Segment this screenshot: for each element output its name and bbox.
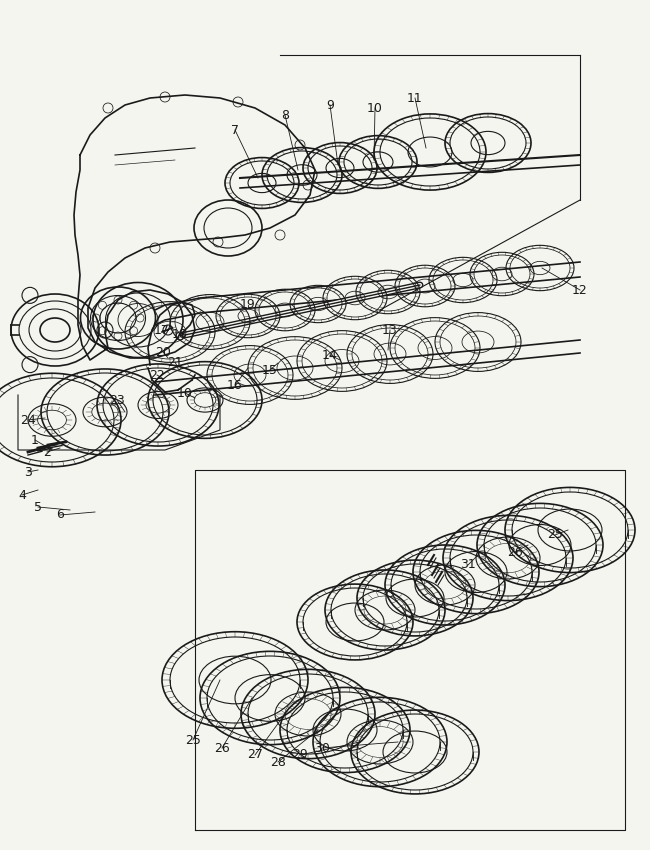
Text: 31: 31 bbox=[460, 558, 476, 571]
Text: 19: 19 bbox=[240, 298, 256, 311]
Text: 1: 1 bbox=[31, 434, 39, 446]
Text: 24: 24 bbox=[20, 413, 36, 427]
Text: 18: 18 bbox=[172, 328, 188, 342]
Text: 13: 13 bbox=[382, 324, 398, 337]
Text: 7: 7 bbox=[231, 123, 239, 137]
Text: 21: 21 bbox=[167, 355, 183, 369]
Text: 11: 11 bbox=[407, 92, 423, 105]
Text: 2: 2 bbox=[43, 445, 51, 458]
Text: 8: 8 bbox=[281, 109, 289, 122]
Text: 10: 10 bbox=[367, 101, 383, 115]
Text: 6: 6 bbox=[56, 508, 64, 522]
Text: 14: 14 bbox=[322, 348, 338, 361]
Text: 22: 22 bbox=[149, 369, 165, 382]
Text: 15: 15 bbox=[262, 364, 278, 377]
Text: 4: 4 bbox=[18, 489, 26, 501]
Text: 26: 26 bbox=[507, 546, 523, 558]
Text: 29: 29 bbox=[292, 749, 308, 762]
Text: 30: 30 bbox=[314, 741, 330, 755]
Text: 23: 23 bbox=[109, 394, 125, 406]
Text: 9: 9 bbox=[326, 99, 334, 111]
Text: 17: 17 bbox=[154, 324, 170, 337]
Text: 28: 28 bbox=[270, 756, 286, 768]
Text: 16: 16 bbox=[227, 378, 243, 392]
Text: 26: 26 bbox=[214, 741, 230, 755]
Text: 25: 25 bbox=[185, 734, 201, 746]
Text: 25: 25 bbox=[547, 529, 563, 541]
Text: 12: 12 bbox=[572, 284, 588, 297]
Text: 3: 3 bbox=[24, 466, 32, 479]
Text: 20: 20 bbox=[155, 345, 171, 359]
Text: 27: 27 bbox=[247, 749, 263, 762]
Text: 5: 5 bbox=[34, 501, 42, 513]
Text: 10: 10 bbox=[177, 387, 193, 399]
